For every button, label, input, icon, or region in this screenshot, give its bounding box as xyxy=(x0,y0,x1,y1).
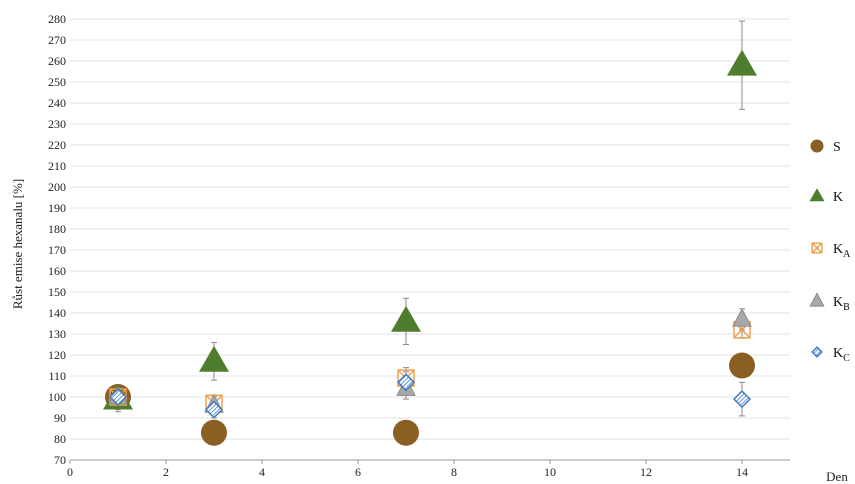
x-tick-label: 10 xyxy=(544,465,556,479)
legend-marker-ka-cross-b xyxy=(811,242,823,254)
legend-marker-k xyxy=(809,188,825,202)
x-axis-title: Den xyxy=(826,469,848,484)
y-tick-label: 230 xyxy=(48,117,66,131)
y-tick-label: 150 xyxy=(48,285,66,299)
legend: S K KA KB KC xyxy=(809,139,851,364)
y-tick-label: 270 xyxy=(48,33,66,47)
y-tick-label: 130 xyxy=(48,327,66,341)
gridlines xyxy=(70,18,790,440)
y-tick-label: 120 xyxy=(48,348,66,362)
point-kc xyxy=(108,387,128,407)
point-s xyxy=(201,419,227,446)
data-points xyxy=(103,49,757,446)
legend-label-k: K xyxy=(833,190,843,205)
y-tick-label: 80 xyxy=(54,432,66,446)
y-tick-label: 200 xyxy=(48,180,66,194)
point-k xyxy=(199,345,229,372)
legend-marker-kc xyxy=(811,346,823,358)
x-tick-label: 2 xyxy=(163,465,169,479)
legend-marker-ka xyxy=(811,242,823,254)
legend-label-s: S xyxy=(833,140,841,155)
x-tick-label: 14 xyxy=(736,465,748,479)
y-tick-label: 250 xyxy=(48,75,66,89)
y-tick-label: 220 xyxy=(48,138,66,152)
legend-label-ka: KA xyxy=(833,242,851,260)
legend-label-kb: KB xyxy=(833,295,850,313)
point-s xyxy=(393,419,419,446)
y-tick-label: 210 xyxy=(48,159,66,173)
point-kb xyxy=(732,308,752,327)
x-tick-label: 6 xyxy=(355,465,361,479)
tick-labels: 7080901001101201301401501601701801902002… xyxy=(48,12,748,479)
legend-marker-ka-box xyxy=(811,242,823,254)
y-tick-label: 100 xyxy=(48,390,66,404)
point-k xyxy=(391,305,421,332)
y-axis-title: Růst emise hexanalu [%] xyxy=(10,179,25,309)
y-tick-label: 110 xyxy=(48,369,66,383)
y-tick-label: 240 xyxy=(48,96,66,110)
y-tick-label: 280 xyxy=(48,12,66,26)
y-tick-label: 90 xyxy=(54,411,66,425)
y-tick-label: 170 xyxy=(48,243,66,257)
x-tick-label: 0 xyxy=(67,465,73,479)
y-tick-label: 140 xyxy=(48,306,66,320)
legend-marker-kb xyxy=(809,292,825,307)
y-tick-label: 260 xyxy=(48,54,66,68)
legend-marker-s xyxy=(810,139,824,153)
point-kc xyxy=(732,390,752,409)
axes xyxy=(69,459,790,464)
y-tick-label: 70 xyxy=(54,453,66,467)
x-tick-label: 4 xyxy=(259,465,265,479)
legend-label-kc: KC xyxy=(833,346,850,364)
x-tick-label: 12 xyxy=(640,465,652,479)
x-tick-label: 8 xyxy=(451,465,457,479)
point-s xyxy=(729,352,755,379)
y-tick-label: 190 xyxy=(48,201,66,215)
y-tick-label: 160 xyxy=(48,264,66,278)
point-kc xyxy=(204,400,224,419)
y-tick-label: 180 xyxy=(48,222,66,236)
point-kc xyxy=(396,373,416,392)
point-k xyxy=(727,49,757,76)
